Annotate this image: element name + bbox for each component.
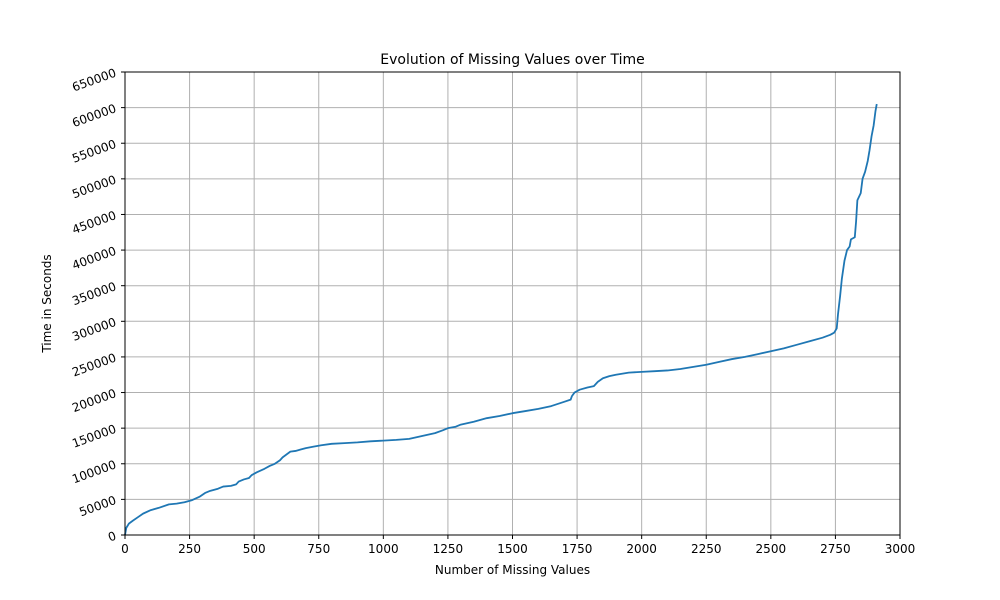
y-tick-label: 100000 <box>70 457 118 486</box>
series-line <box>124 103 878 536</box>
y-tick-label: 200000 <box>70 386 118 415</box>
x-tick-label: 2000 <box>626 542 657 556</box>
y-axis: 0 50000 100000 150000 200000 250000 300000 3500… <box>70 66 125 545</box>
y-tick-label: 650000 <box>70 66 118 95</box>
x-tick-label: 3000 <box>885 542 916 556</box>
series-layer <box>124 103 878 536</box>
x-tick-label: 1250 <box>433 542 464 556</box>
y-axis-label: Time in Seconds <box>40 254 54 353</box>
x-tick-label: 1500 <box>497 542 528 556</box>
x-tick-label: 2750 <box>820 542 851 556</box>
x-tick-label: 500 <box>243 542 266 556</box>
x-tick-label: 2500 <box>756 542 787 556</box>
y-tick-label: 500000 <box>70 173 118 202</box>
x-tick-label: 1750 <box>562 542 593 556</box>
x-axis: 0 250 500 750 1000 1250 1500 1750 2000 2250 2500 27… <box>121 535 915 556</box>
grid <box>124 71 901 536</box>
x-tick-label: 0 <box>121 542 129 556</box>
chart-title: Evolution of Missing Values over Time <box>380 52 644 68</box>
x-axis-label: Number of Missing Values <box>435 563 590 577</box>
y-tick-label: 400000 <box>70 244 118 273</box>
x-tick-label: 1000 <box>368 542 399 556</box>
y-tick-label: 250000 <box>70 351 118 380</box>
y-tick-label: 300000 <box>70 315 118 344</box>
x-tick-label: 250 <box>178 542 201 556</box>
y-tick-label: 450000 <box>70 208 118 237</box>
x-tick-label: 750 <box>307 542 330 556</box>
y-tick-label: 600000 <box>70 101 118 130</box>
y-tick-label: 150000 <box>70 422 118 451</box>
y-tick-label: 50000 <box>77 493 118 519</box>
y-tick-label: 0 <box>106 529 118 545</box>
y-tick-label: 350000 <box>70 279 118 308</box>
y-tick-label: 550000 <box>70 137 118 166</box>
x-tick-label: 2250 <box>691 542 722 556</box>
